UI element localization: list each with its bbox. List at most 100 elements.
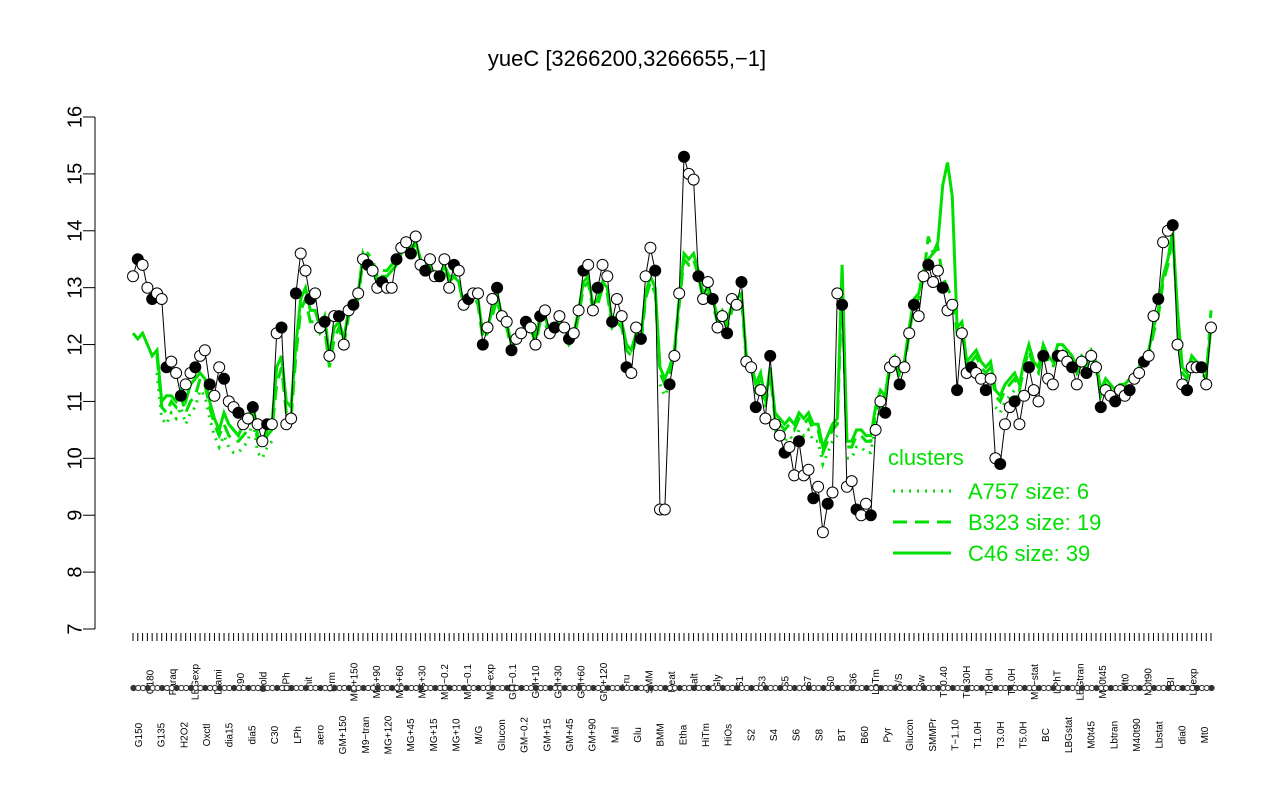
data-point <box>754 384 767 397</box>
y-tick-label: 10 <box>64 447 86 469</box>
data-point <box>639 270 652 283</box>
data-point <box>299 264 312 277</box>
x-tick-label: T1.0H <box>973 721 984 748</box>
data-point <box>764 349 777 362</box>
x-tick-label: Heat <box>667 671 678 692</box>
data-point <box>136 258 149 271</box>
data-point <box>1018 389 1031 402</box>
x-tick-label: BMM <box>656 723 667 746</box>
x-tick-label: S3 <box>758 675 769 688</box>
y-tick-label: 16 <box>64 106 86 128</box>
data-point <box>716 310 729 323</box>
x-tick-label: GM+30 <box>554 665 565 699</box>
x-tick-label: Etha <box>678 724 689 745</box>
data-point <box>198 344 211 357</box>
x-tick-label: S4 <box>769 728 780 741</box>
data-point <box>213 361 226 374</box>
cluster-line-dashed <box>155 236 1213 458</box>
data-point <box>1032 395 1045 408</box>
x-tick-label: Glucon <box>497 719 508 751</box>
data-point <box>898 361 911 374</box>
data-point <box>668 349 681 362</box>
legend-label: C46 size: 39 <box>968 541 1090 566</box>
data-point <box>529 338 542 351</box>
data-point <box>179 378 192 391</box>
data-point <box>318 315 331 328</box>
data-point <box>701 276 714 288</box>
x-tick-label: Pyr <box>882 727 893 743</box>
data-point <box>337 338 350 351</box>
x-tick-label: M9−tran <box>361 717 372 754</box>
data-point <box>452 264 465 277</box>
data-point <box>999 418 1011 431</box>
x-tick-label: M40t90 <box>1132 718 1143 752</box>
data-point <box>634 332 647 345</box>
x-tick-label: dia0 <box>1177 725 1188 744</box>
x-tick-label: H2O2 <box>179 722 190 749</box>
data-point <box>1075 355 1088 368</box>
x-tick-label: LoTm <box>871 669 882 695</box>
data-point <box>812 480 825 493</box>
x-tick-label: Lbexp <box>1189 668 1200 696</box>
data-point <box>433 270 446 283</box>
data-point <box>615 310 628 323</box>
x-tick-label: MG+150 <box>349 662 360 701</box>
data-point <box>1080 367 1093 379</box>
data-point <box>979 384 992 397</box>
x-tick-label: T3.0H <box>996 721 1007 748</box>
data-point <box>256 435 269 448</box>
x-tick-label: Mal <box>610 727 621 743</box>
x-tick-label: GM−0.2 <box>520 717 531 753</box>
x-tick-label: Fru <box>622 675 633 690</box>
data-point <box>481 321 494 334</box>
data-point <box>366 264 379 277</box>
data-point <box>610 293 623 305</box>
y-tick-label: 9 <box>64 510 86 521</box>
data-point <box>309 287 322 300</box>
x-tick-label: aero <box>315 725 326 745</box>
data-point <box>1090 361 1102 374</box>
data-point <box>1205 321 1217 334</box>
data-point <box>567 327 580 340</box>
x-tick-label: S8 <box>814 728 825 741</box>
data-point <box>1123 384 1136 397</box>
x-tick-label: dia5 <box>247 725 258 744</box>
data-point <box>1171 338 1184 351</box>
x-tick-label: LBGexp <box>191 663 202 700</box>
data-point <box>586 304 599 317</box>
x-tick-label: BT <box>837 729 848 742</box>
data-point <box>127 270 139 283</box>
data-point <box>515 327 528 340</box>
x-tick-label: T5.0H <box>1019 721 1030 748</box>
x-tick-label: M0t90 <box>1143 668 1154 696</box>
x-tick-label: LPh <box>293 726 304 744</box>
data-point <box>893 378 906 391</box>
data-point <box>730 298 743 311</box>
data-point <box>333 310 345 323</box>
data-point <box>836 298 849 311</box>
data-point <box>558 321 571 334</box>
x-tick-label: S1 <box>735 675 746 688</box>
data-point <box>409 230 422 243</box>
y-tick-label: 13 <box>64 277 86 299</box>
data-point <box>400 236 413 249</box>
x-tick-label: Paraq <box>168 669 179 696</box>
data-point <box>783 441 796 453</box>
data-point <box>289 287 302 300</box>
data-point <box>673 287 686 300</box>
data-point <box>170 367 183 379</box>
x-tick-label: Mt0 <box>1121 673 1132 690</box>
y-tick-label: 8 <box>64 567 86 578</box>
data-point <box>438 253 451 266</box>
x-tick-label: Oxctl <box>202 724 213 747</box>
data-point <box>218 372 230 385</box>
legend-label: A757 size: 6 <box>968 479 1089 504</box>
data-point <box>275 321 288 334</box>
data-point <box>625 367 638 379</box>
x-tick-label: MG+45 <box>406 718 417 752</box>
y-tick-label: 12 <box>64 333 86 355</box>
data-point <box>1195 361 1208 374</box>
y-tick-label: 11 <box>64 391 86 412</box>
data-point <box>443 281 456 294</box>
data-point <box>1037 349 1050 362</box>
